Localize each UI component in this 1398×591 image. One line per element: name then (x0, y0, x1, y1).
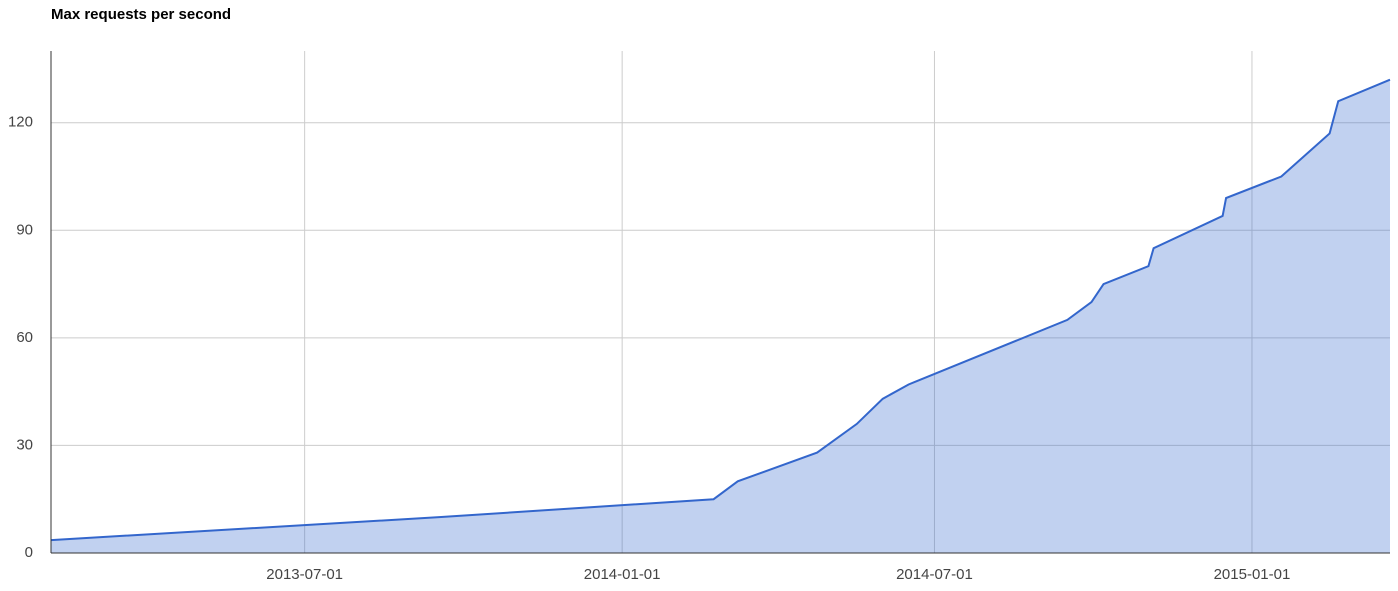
chart-title: Max requests per second (51, 6, 231, 23)
y-tick-label: 0 (25, 544, 33, 561)
y-tick-label: 90 (16, 221, 33, 238)
x-tick-label: 2015-01-01 (1214, 566, 1291, 583)
area-fill (51, 79, 1390, 553)
x-tick-label: 2014-01-01 (584, 566, 661, 583)
y-tick-label: 60 (16, 329, 33, 346)
area-line (50, 78, 1391, 542)
x-tick-label: 2013-07-01 (266, 566, 343, 583)
y-tick-label: 30 (16, 436, 33, 453)
x-tick-label: 2014-07-01 (896, 566, 973, 583)
y-tick-label: 120 (8, 114, 33, 131)
